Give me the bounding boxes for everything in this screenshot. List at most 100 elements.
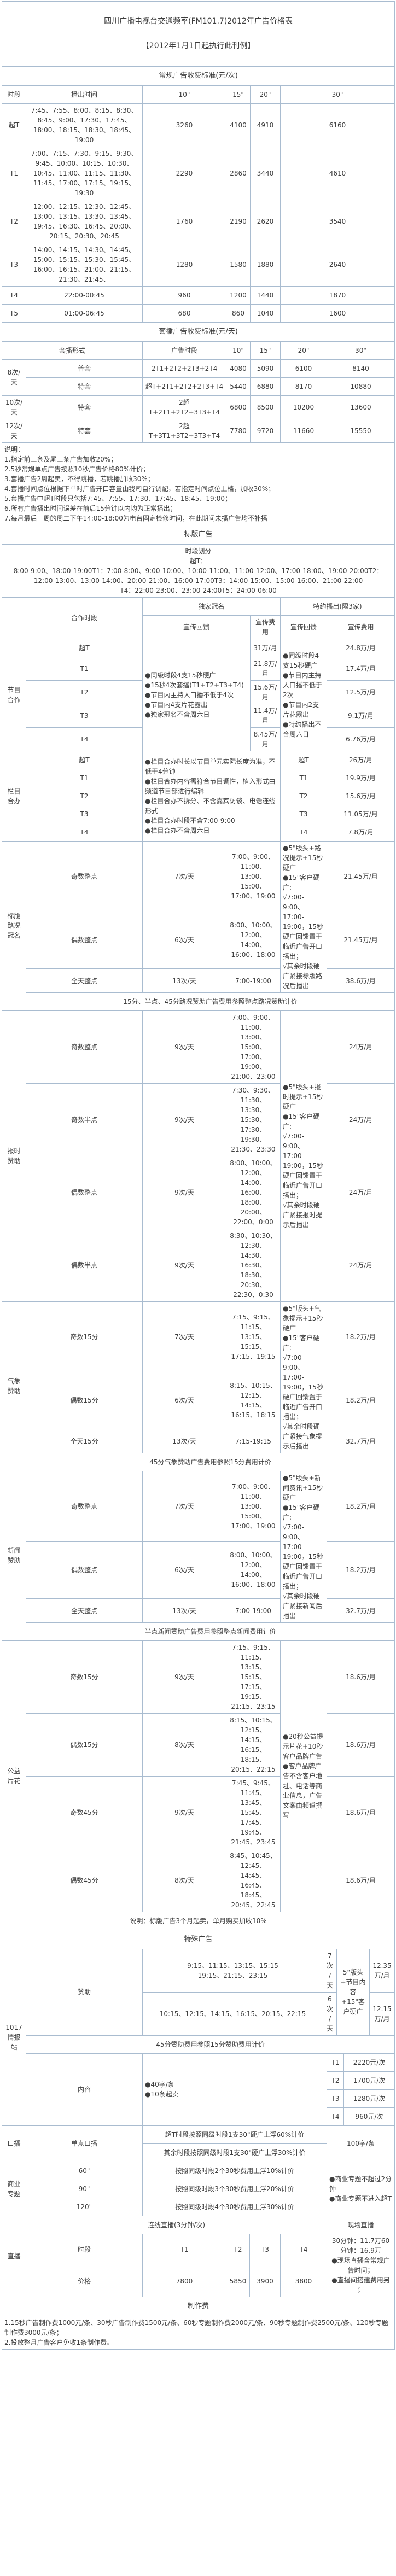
duration-cell: 120" xyxy=(26,2197,143,2216)
duration-cell: 90" xyxy=(26,2179,143,2198)
price-cell: 8500 xyxy=(250,395,281,419)
times-cell: 7:45、7:55、8:00、8:15、8:30、8:45、9:00、17:30… xyxy=(26,103,143,147)
name-cell: 偶数整点 xyxy=(26,1541,143,1599)
table-row: 气象赞助 奇数15分 7次/天 7:15、9:15、11:15、13:15、15… xyxy=(2,1301,395,1471)
freq-cell: 8次/天 xyxy=(142,1848,226,1912)
fee-cell: 21.45万/月 xyxy=(326,911,395,969)
freq-cell: 8次/天 xyxy=(142,1713,226,1777)
slot-cell: T2 xyxy=(327,2071,344,2090)
price-cell: 5850 xyxy=(226,2265,250,2297)
fee-cell: 21.8万/月 xyxy=(250,656,281,681)
table-row: 商业专题 60" 按照同级时段2个30秒费用上浮10%计价 ●商业专题不超过2分… xyxy=(2,2161,395,2216)
fee-cell: 24万/月 xyxy=(326,1228,395,1302)
slot-cell: T4 xyxy=(26,822,143,842)
price-cell: 3440 xyxy=(250,146,281,200)
fee-cell: 1280元/次 xyxy=(343,2089,395,2108)
slots-cell: 2超T+2T1+2T2+3T3+T4 xyxy=(142,395,226,419)
table-row: T3 T3 11.05万/月 xyxy=(2,804,395,823)
fee-cell: 960元/次 xyxy=(343,2107,395,2126)
table-row: 偶数整点 6次/天 8:00、10:00、12:00、14:00、16:00、1… xyxy=(2,1541,395,1599)
table-row: T4 8.45万/月 6.76万/月 xyxy=(2,727,395,751)
slot-cell: T1 xyxy=(2,146,26,200)
freq-cell: 13次/天 xyxy=(142,1429,226,1453)
table-row: 口播 单点口播 超T时段按照同级时段1支30"硬广上浮60%计价 100字/条 xyxy=(2,2125,395,2162)
times-cell: 10:15、12:15、14:15、16:15、20:15、22:15 xyxy=(142,1991,323,2036)
fee-cell: 7.8万/月 xyxy=(326,822,395,842)
times-cell: 8:00、10:00、12:00、14:00、16:00、18:00 xyxy=(226,1541,281,1599)
col-header-30s: 30" xyxy=(326,341,395,360)
feedback-cell-exclusive: ●同级时段4支15秒硬广 ●15秒4次套播(T1+T2+T3+T4) ●节目内主… xyxy=(142,638,251,751)
fee-cell: 1700元/次 xyxy=(343,2071,395,2090)
times-cell: 7:00-19:00 xyxy=(226,968,281,993)
slot-cell: T5 xyxy=(2,303,26,323)
name-cell: 全天15分 xyxy=(26,1429,143,1453)
name-cell: 全天整点 xyxy=(26,968,143,993)
table-row: T3 14:00、14:15、14:30、14:45、15:00、15:15、1… xyxy=(2,242,395,287)
slot-cell: T2 xyxy=(26,786,143,805)
row-header-price: 价格 xyxy=(26,2265,143,2297)
col-header-exclusive-naming: 独家冠名 xyxy=(142,597,281,616)
price-cell: 8140 xyxy=(326,359,395,378)
section-label-program-coop: 节目合作 xyxy=(2,638,26,751)
note-cell: 45分气象赞助广告费用参照15分费用计价 xyxy=(25,1452,395,1471)
table-row: 奇数半点 9次/天 7:30、9:30、11:30、13:30、15:30、17… xyxy=(2,1083,395,1156)
times-cell: 14:00、14:15、14:30、14:45、15:00、15:15、15:3… xyxy=(26,242,143,287)
feedback-cell-special: ●同级时段4支15秒硬广 ●节目内主持人口播不低于2次 ●节目内2支片花露出 ●… xyxy=(280,638,327,751)
times-cell: 7:15、9:15、11:15、13:15、15:15、17:15、19:15、… xyxy=(226,1640,281,1714)
table-row: 偶数半点 9次/天 8:30、10:30、12:30、14:30、16:30、1… xyxy=(2,1228,395,1302)
name-cell: 全天整点 xyxy=(26,1598,143,1623)
note-cell: 15分、半点、45分路况赞助广告费用参照整点路况赞助计价 xyxy=(25,992,395,1011)
form-cell: 特套 xyxy=(26,395,143,419)
desc-cell: 超T时段按照同级时段1支30"硬广上浮60%计价 xyxy=(142,2125,327,2144)
fee-cell: 12.15万/月 xyxy=(369,1991,395,2036)
freq-cell: 6次/天 xyxy=(142,911,226,969)
table-row: 时段 T1 T2 T3 T4 30分钟：11.7万60分钟：16.9万 ●现场直… xyxy=(2,2233,395,2297)
fee-cell: 32.7万/月 xyxy=(326,1429,395,1453)
table-row: 偶数45分 8次/天 8:45、10:45、12:45、14:45、16:45、… xyxy=(2,1848,395,1912)
times-cell: 7:00、7:15、7:30、9:15、9:30、9:45、10:00、10:1… xyxy=(26,146,143,200)
fee-cell: 21.45万/月 xyxy=(326,840,395,912)
desc-cell: ●栏目合办时长以节目单元实际长度为准，不低于4分钟 ●栏目合办内容需符合节目调性… xyxy=(142,750,281,842)
times-cell: 22:00-00:45 xyxy=(26,285,143,305)
table-row: T5 01:00-06:45 680 860 1040 1600 xyxy=(2,303,395,323)
page-title-line2: 【2012年1月1日起执行此刊例】 xyxy=(141,42,255,51)
freq-cell: 9次/天 xyxy=(142,1640,226,1714)
col-header-special-broadcast: 特约播出(限3家) xyxy=(279,597,395,616)
desc-cell: 按照同级时段3个30秒费用上浮20%计价 xyxy=(142,2179,327,2198)
name-cell: 偶数15分 xyxy=(26,1371,143,1430)
times-cell: 01:00-06:45 xyxy=(26,303,143,323)
name-cell: 偶数15分 xyxy=(26,1713,143,1777)
form-cell: 特套 xyxy=(26,418,143,443)
section-label-traffic-naming: 标版路况冠名 xyxy=(2,840,26,1011)
slots-cell: 超T+2T1+2T2+2T3+T4 xyxy=(142,377,226,396)
price-cell: 2860 xyxy=(226,146,251,200)
desc-cell: 其余时段按照同级时段1支30"硬广上浮30%计价 xyxy=(142,2143,327,2162)
package-notes: 说明： 1.指定前三条及尾三条广告加收20%； 2.5秒常规单点广告按照10秒广… xyxy=(1,442,395,525)
package-header-row: 套播形式 广告时段 10" 15" 20" 30" xyxy=(2,341,395,360)
section-label-news-sponsor: 新闻赞助 xyxy=(2,1470,26,1641)
price-cell: 5090 xyxy=(250,359,281,378)
name-cell: 奇数整点 xyxy=(26,1470,143,1542)
section-header-special: 特殊广告 xyxy=(2,1929,395,1949)
slot-cell: 超T xyxy=(2,103,26,147)
price-cell: 10200 xyxy=(280,395,327,419)
slot-cell: T3 xyxy=(2,242,26,287)
price-cell: 1200 xyxy=(226,285,251,305)
price-cell: 13600 xyxy=(326,395,395,419)
price-cell: 6880 xyxy=(250,377,281,396)
price-cell: 1040 xyxy=(250,303,281,323)
fee-cell: 38.6万/月 xyxy=(326,968,395,993)
price-cell: 6100 xyxy=(280,359,327,378)
table-row: 栏目合办 超T ●栏目合办时长以节目单元实际长度为准，不低于4分钟 ●栏目合办内… xyxy=(2,750,395,842)
row-header-slot: 时段 xyxy=(26,2233,143,2266)
name-cell: 奇数半点 xyxy=(26,1083,143,1156)
freq-cell: 7次/天 xyxy=(142,1301,226,1372)
times-cell: 7:00、9:00、11:00、13:00、15:00、17:00、19:00 xyxy=(226,840,281,912)
feedback-cell: ●5"版头+报时提示+15秒硬广 ●15"客户硬广: √7:00-9:00、17… xyxy=(280,1010,327,1302)
table-row: 偶数15分 6次/天 8:15、10:15、12:15、14:15、16:15、… xyxy=(2,1371,395,1430)
fee-cell: 8.45万/月 xyxy=(250,727,281,751)
price-cell: 1760 xyxy=(142,199,226,243)
table-row: T3 1280元/次 xyxy=(2,2089,395,2108)
slot-cell: T1 xyxy=(327,2053,344,2072)
freq-cell: 9次/天 xyxy=(142,1083,226,1156)
